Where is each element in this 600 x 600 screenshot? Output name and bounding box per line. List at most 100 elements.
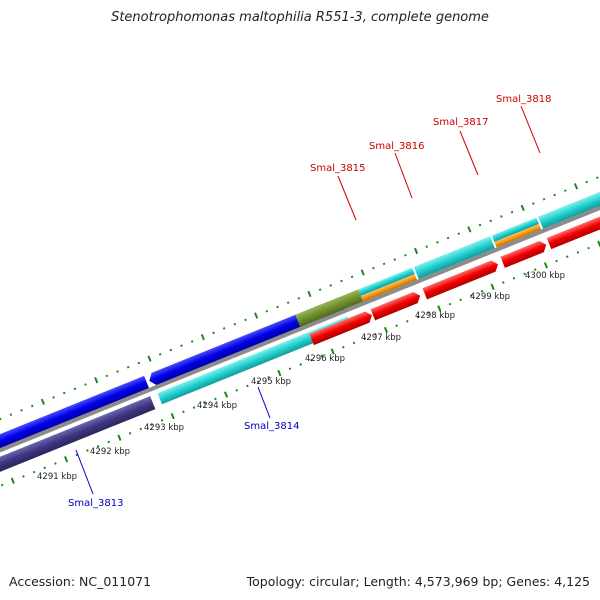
minor-tick bbox=[9, 413, 13, 416]
tick-label: 4297 kbp bbox=[361, 333, 401, 343]
tick-label: 4300 kbp bbox=[525, 271, 565, 281]
major-tick bbox=[467, 226, 472, 233]
tick-label: 4298 kbp bbox=[415, 311, 455, 321]
gene-smal-3815[interactable] bbox=[295, 288, 374, 347]
major-tick bbox=[40, 398, 45, 405]
minor-tick bbox=[73, 387, 77, 391]
major-tick bbox=[437, 305, 442, 312]
major-tick bbox=[330, 348, 335, 355]
tick-label: 4299 kbp bbox=[470, 292, 510, 302]
major-tick bbox=[597, 240, 600, 247]
minor-tick bbox=[406, 320, 409, 323]
minor-tick bbox=[265, 309, 269, 313]
minor-tick bbox=[286, 301, 290, 304]
minor-tick bbox=[182, 410, 185, 414]
minor-tick bbox=[246, 384, 249, 388]
major-tick bbox=[520, 204, 525, 212]
minor-tick bbox=[203, 401, 207, 405]
tick-track bbox=[0, 176, 600, 487]
minor-tick bbox=[62, 391, 66, 395]
reverse-leaders bbox=[75, 386, 271, 495]
gene-smal-3814[interactable] bbox=[147, 296, 353, 406]
minor-tick bbox=[235, 388, 239, 392]
minor-tick bbox=[310, 358, 313, 362]
minor-tick bbox=[190, 340, 194, 343]
major-tick bbox=[200, 333, 205, 341]
minor-tick bbox=[32, 470, 36, 474]
minor-tick bbox=[585, 180, 588, 184]
gene-label-smal-3813[interactable]: Smal_3813 bbox=[68, 498, 123, 509]
genome-summary: Topology: circular; Length: 4,573,969 bp… bbox=[246, 574, 590, 589]
gene-label-smal-3817[interactable]: Smal_3817 bbox=[433, 117, 488, 128]
minor-tick bbox=[469, 294, 473, 297]
minor-tick bbox=[256, 380, 260, 383]
gene-smal-3817[interactable] bbox=[413, 236, 503, 300]
minor-tick bbox=[137, 361, 141, 365]
minor-tick bbox=[318, 288, 322, 292]
minor-tick bbox=[446, 236, 450, 240]
minor-tick bbox=[233, 322, 237, 326]
minor-tick bbox=[244, 318, 247, 322]
minor-tick bbox=[553, 193, 556, 197]
minor-tick bbox=[84, 383, 87, 386]
gene-smal-3813b[interactable] bbox=[0, 375, 149, 481]
gene-smal-3813[interactable] bbox=[0, 396, 156, 501]
tick-label: 4296 kbp bbox=[305, 354, 345, 364]
minor-tick bbox=[139, 427, 143, 431]
minor-tick bbox=[160, 419, 164, 422]
minor-tick bbox=[192, 406, 196, 409]
major-tick bbox=[573, 183, 579, 190]
minor-tick bbox=[404, 253, 407, 257]
genome-backbone bbox=[0, 154, 600, 496]
major-tick bbox=[414, 247, 419, 255]
major-tick bbox=[490, 283, 495, 291]
tick-label: 4291 kbp bbox=[37, 472, 77, 482]
minor-tick bbox=[395, 324, 398, 327]
minor-tick bbox=[478, 223, 482, 227]
minor-tick bbox=[86, 449, 89, 452]
forward-leaders bbox=[337, 105, 541, 221]
minor-tick bbox=[533, 268, 537, 271]
minor-tick bbox=[299, 363, 302, 366]
major-tick bbox=[277, 369, 282, 377]
minor-tick bbox=[158, 353, 162, 356]
gene-label-smal-3815[interactable]: Smal_3815 bbox=[310, 163, 365, 174]
minor-tick bbox=[214, 397, 217, 401]
minor-tick bbox=[267, 376, 271, 379]
minor-tick bbox=[374, 332, 377, 336]
tick-label: 4294 kbp bbox=[197, 401, 237, 411]
minor-tick bbox=[52, 396, 55, 399]
minor-tick bbox=[596, 176, 599, 180]
minor-tick bbox=[501, 281, 505, 284]
minor-tick bbox=[425, 245, 429, 248]
minor-tick bbox=[340, 279, 343, 283]
minor-tick bbox=[565, 255, 569, 259]
major-tick bbox=[117, 434, 122, 441]
minor-tick bbox=[352, 341, 356, 345]
minor-tick bbox=[576, 251, 580, 254]
major-tick bbox=[383, 326, 389, 334]
major-tick bbox=[170, 412, 175, 420]
minor-tick bbox=[555, 259, 558, 263]
minor-tick bbox=[427, 311, 430, 315]
gene-label-smal-3816[interactable]: Smal_3816 bbox=[369, 141, 424, 152]
minor-tick bbox=[107, 440, 111, 444]
minor-tick bbox=[342, 345, 345, 349]
major-tick bbox=[360, 269, 365, 276]
minor-tick bbox=[512, 276, 516, 280]
minor-tick bbox=[222, 327, 226, 330]
minor-tick bbox=[54, 462, 57, 465]
major-tick bbox=[10, 477, 15, 484]
gene-label-smal-3818[interactable]: Smal_3818 bbox=[496, 94, 551, 105]
major-tick bbox=[64, 456, 69, 463]
accession-label: Accession: NC_011071 bbox=[9, 574, 152, 589]
gene-label-smal-3814[interactable]: Smal_3814 bbox=[244, 421, 299, 432]
gene-smal-3816[interactable] bbox=[358, 267, 425, 322]
minor-tick bbox=[382, 262, 386, 266]
minor-tick bbox=[212, 331, 215, 335]
minor-tick bbox=[43, 466, 47, 470]
gene-smal-3818[interactable] bbox=[491, 183, 600, 268]
major-tick bbox=[223, 391, 229, 398]
